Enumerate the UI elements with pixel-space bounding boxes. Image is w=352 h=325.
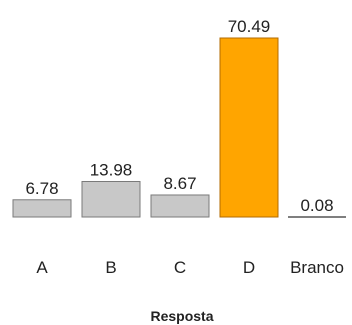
category-label-c: C (174, 258, 186, 277)
value-label-c: 8.67 (163, 174, 196, 193)
category-label-d: D (243, 258, 255, 277)
category-label-b: B (105, 258, 116, 277)
value-label-a: 6.78 (25, 179, 58, 198)
value-label-d: 70.49 (228, 17, 271, 36)
value-labels-group: 6.78 13.98 8.67 70.49 0.08 (25, 17, 333, 215)
bars-group (12, 37, 346, 218)
value-label-b: 13.98 (90, 160, 133, 179)
category-label-a: A (36, 258, 48, 277)
bar-b (81, 180, 141, 218)
bar-d (219, 37, 279, 218)
x-axis-title: Resposta (150, 308, 213, 324)
value-label-branco: 0.08 (300, 196, 333, 215)
bar-c (150, 194, 210, 218)
bar-a (12, 199, 72, 218)
category-labels-group: A B C D Branco (36, 258, 344, 277)
category-label-branco: Branco (290, 258, 344, 277)
